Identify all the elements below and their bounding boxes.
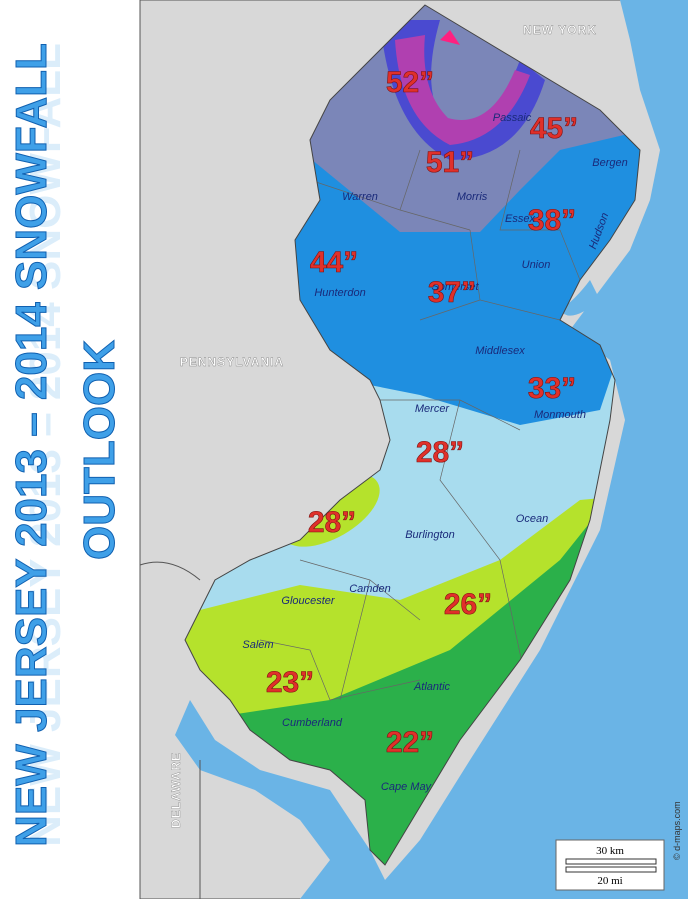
snowfall-label: 45” [530, 112, 578, 145]
county-label: Camden [349, 583, 391, 595]
snowfall-label: 52” [386, 66, 434, 99]
scale-label: 30 km [596, 845, 624, 857]
snowfall-label: 38” [528, 204, 576, 237]
water [560, 280, 600, 316]
county-label: Somerset [431, 281, 479, 293]
county-label: Atlantic [413, 681, 451, 693]
title: NEW JERSEY 2013 – 2014 SNOWFALL NEW JERS… [7, 43, 125, 848]
zone-51 [395, 35, 530, 145]
county-label: Middlesex [475, 345, 525, 357]
county-lines [259, 149, 581, 701]
county-label: Cumberland [282, 717, 343, 729]
county-label: Warren [342, 191, 378, 203]
snowfall-label: 22” [386, 726, 434, 759]
state-outline [184, 4, 641, 866]
snowfall-label: 33” [528, 372, 576, 405]
credit: © d-maps.com [672, 801, 682, 860]
county-label: Union [522, 259, 551, 271]
state-label: DELAWARE [169, 752, 183, 828]
water [175, 0, 688, 899]
county-label: Monmouth [534, 409, 586, 421]
county-label: Morris [457, 191, 488, 203]
snowfall-label: 26” [444, 588, 492, 621]
county-label: Bergen [592, 157, 627, 169]
state-label: PENNSYLVANIA [180, 355, 284, 369]
snowfall-label: 44” [310, 246, 358, 279]
county-label: Essex [505, 213, 535, 225]
title-reflection: NEW JERSEY 2013 – 2014 SNOWFALL [21, 43, 70, 847]
county-label: Gloucester [281, 595, 336, 607]
county-label: Hunterdon [314, 287, 365, 299]
title-line: NEW JERSEY 2013 – 2014 SNOWFALL [7, 43, 56, 847]
title-line: OUTLOOK [75, 340, 124, 560]
snowfall-label: 51” [426, 146, 474, 179]
scale-line [565, 866, 657, 873]
scale-box [555, 839, 665, 891]
zone-52 [440, 30, 460, 45]
county-label: Passaic [493, 112, 532, 124]
state-label: NEW YORK [523, 23, 597, 37]
scale-label: 20 mi [597, 875, 622, 887]
snowfall-label: 37” [428, 276, 476, 309]
map: NEW YORK PENNSYLVANIA DELAWARE Warren Mo… [139, 0, 688, 899]
border [139, 561, 201, 899]
county-label: Ocean [516, 513, 548, 525]
county-label: Mercer [415, 403, 451, 415]
county-label: Cape May [381, 781, 433, 793]
county-label: Salem [242, 639, 273, 651]
snowfall-label: 28” [308, 506, 356, 539]
snowfall-label: 23” [266, 666, 314, 699]
snowfall-label: 28” [416, 436, 464, 469]
scale-bar: 30 km 20 mi [555, 839, 665, 891]
scale-line [565, 858, 657, 865]
county-label: Burlington [405, 529, 455, 541]
